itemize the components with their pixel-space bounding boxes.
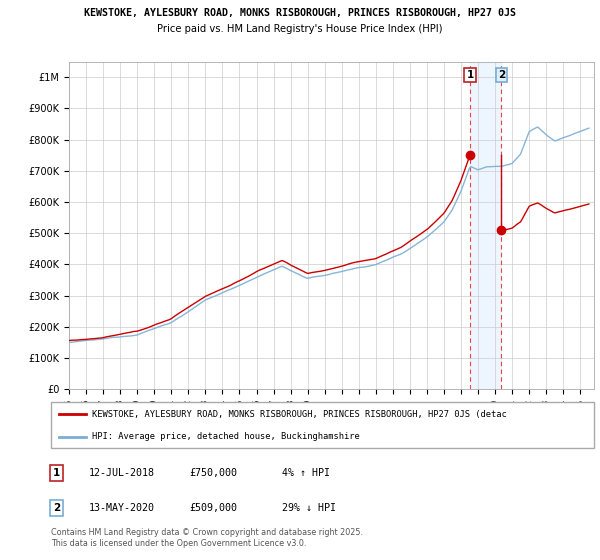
Text: 2: 2 — [53, 503, 60, 513]
Text: 1: 1 — [53, 468, 60, 478]
Text: 2: 2 — [498, 70, 505, 80]
Text: 12-JUL-2018: 12-JUL-2018 — [89, 468, 155, 478]
Text: 1: 1 — [466, 70, 474, 80]
Bar — [470, 62, 502, 389]
Text: KEWSTOKE, AYLESBURY ROAD, MONKS RISBOROUGH, PRINCES RISBOROUGH, HP27 0JS (detac: KEWSTOKE, AYLESBURY ROAD, MONKS RISBOROU… — [92, 410, 506, 419]
Text: 29% ↓ HPI: 29% ↓ HPI — [282, 503, 336, 513]
Text: 4% ↑ HPI: 4% ↑ HPI — [282, 468, 330, 478]
Text: KEWSTOKE, AYLESBURY ROAD, MONKS RISBOROUGH, PRINCES RISBOROUGH, HP27 0JS: KEWSTOKE, AYLESBURY ROAD, MONKS RISBOROU… — [84, 8, 516, 18]
FancyBboxPatch shape — [51, 402, 594, 448]
Text: Contains HM Land Registry data © Crown copyright and database right 2025.
This d: Contains HM Land Registry data © Crown c… — [51, 528, 363, 548]
Text: 13-MAY-2020: 13-MAY-2020 — [89, 503, 155, 513]
Text: Price paid vs. HM Land Registry's House Price Index (HPI): Price paid vs. HM Land Registry's House … — [157, 24, 443, 34]
Text: HPI: Average price, detached house, Buckinghamshire: HPI: Average price, detached house, Buck… — [92, 432, 359, 441]
Text: £509,000: £509,000 — [189, 503, 237, 513]
Text: £750,000: £750,000 — [189, 468, 237, 478]
